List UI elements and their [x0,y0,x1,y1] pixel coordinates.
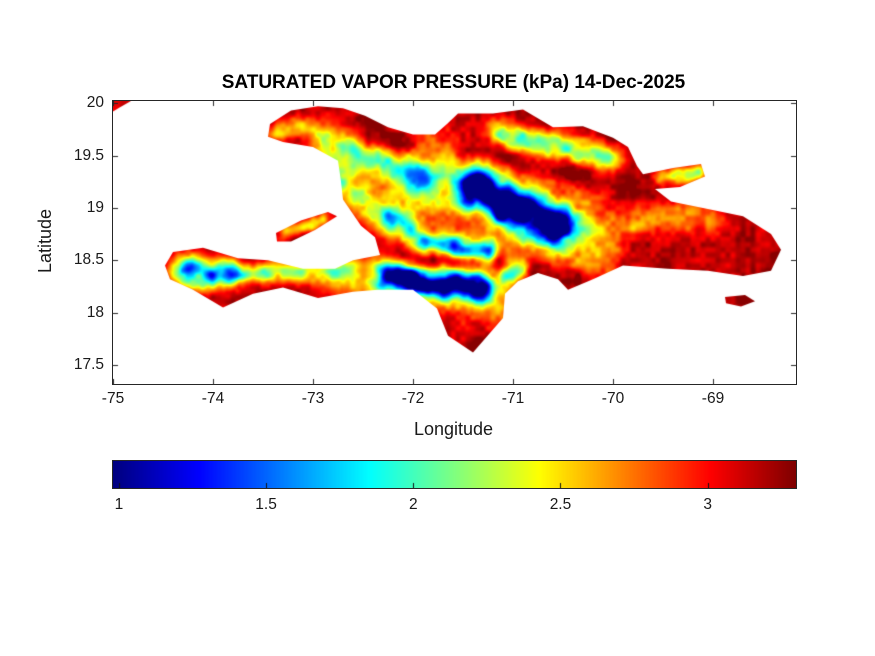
colorbar-canvas [113,461,796,488]
y-tick-label: 19 [86,198,104,216]
x-axis-label: Longitude [413,419,494,439]
y-tick-label: 18.5 [73,251,104,269]
y-tick-label: 17.5 [73,356,104,374]
colorbar-tick-label: 2 [408,496,418,513]
y-tick-label: 19.5 [73,146,104,164]
colorbar-tick-label: 1 [114,496,124,513]
colorbar-tick-label: 3 [703,496,712,513]
x-tick-label: -75 [101,390,125,407]
y-axis-label: Latitude [35,208,55,274]
x-tick-label: -73 [301,390,325,407]
x-tick-label: -70 [601,390,625,407]
x-tick-label: -72 [401,390,425,407]
map-plot-area [112,100,797,385]
colorbar-tick-label: 1.5 [255,496,277,513]
x-tick-label: -74 [201,390,225,407]
x-tick-label: -69 [701,390,725,407]
y-tick-label: 18 [86,303,104,321]
y-tick-label: 20 [86,94,104,112]
chart-title: SATURATED VAPOR PRESSURE (kPa) 14-Dec-20… [221,72,686,93]
colorbar [112,460,797,489]
heatmap-canvas [113,101,796,384]
colorbar-tick-label: 2.5 [549,496,572,513]
x-tick-label: -71 [501,390,525,407]
